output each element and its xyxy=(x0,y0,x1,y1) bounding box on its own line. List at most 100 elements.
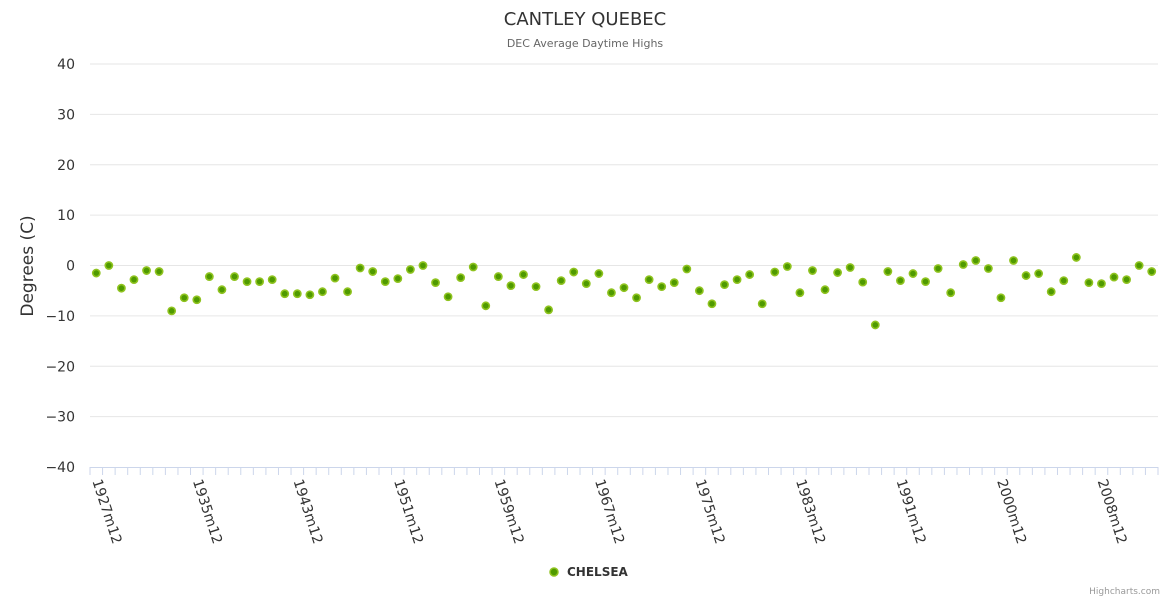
data-point xyxy=(167,306,177,316)
x-tick-label: 1935m12 xyxy=(189,477,225,546)
data-point xyxy=(921,277,930,287)
data-point xyxy=(1009,256,1018,265)
data-point xyxy=(594,269,604,278)
data-point xyxy=(782,262,792,271)
x-tick-label: 1951m12 xyxy=(390,477,426,546)
data-point xyxy=(858,277,868,287)
x-tick-label: 1991m12 xyxy=(893,477,929,546)
x-tick-label: 2008m12 xyxy=(1094,477,1130,546)
data-point xyxy=(519,270,528,279)
data-point xyxy=(770,267,780,277)
data-point xyxy=(267,275,277,285)
x-tick-label: 1943m12 xyxy=(290,477,326,546)
data-point xyxy=(820,285,830,295)
legend-label: CHELSEA xyxy=(567,565,629,579)
data-point xyxy=(91,268,101,278)
y-tick-label: −10 xyxy=(45,309,75,325)
data-point xyxy=(581,279,591,289)
data-point xyxy=(343,287,352,297)
credits-link[interactable]: Highcharts.com xyxy=(1089,587,1160,597)
data-point xyxy=(657,282,667,292)
data-point xyxy=(833,268,842,277)
data-point xyxy=(933,264,943,273)
data-point xyxy=(1034,269,1044,278)
data-point xyxy=(1097,279,1106,289)
y-tick-label: 30 xyxy=(57,107,75,123)
data-point xyxy=(129,275,139,285)
x-tick-label: 2000m12 xyxy=(993,477,1029,546)
data-point xyxy=(556,276,566,286)
chart-subtitle: DEC Average Daytime Highs xyxy=(507,37,664,50)
data-point xyxy=(808,266,817,275)
y-axis-title: Degrees (C) xyxy=(18,215,38,316)
data-point xyxy=(318,287,327,297)
data-point xyxy=(217,285,227,295)
data-point xyxy=(1021,271,1031,280)
data-point xyxy=(292,289,302,299)
data-point xyxy=(732,275,742,285)
data-point xyxy=(355,263,365,273)
data-point xyxy=(720,280,729,290)
data-point xyxy=(883,267,893,276)
data-point xyxy=(544,305,554,315)
data-point xyxy=(142,266,151,275)
data-point xyxy=(1059,276,1069,286)
data-point xyxy=(1046,287,1056,297)
data-point xyxy=(192,295,202,305)
data-point xyxy=(493,272,503,281)
data-point xyxy=(996,293,1006,303)
data-point xyxy=(1122,275,1131,285)
y-tick-label: −40 xyxy=(45,460,75,476)
data-point xyxy=(431,278,440,288)
x-tick-label: 1927m12 xyxy=(88,477,124,546)
data-point xyxy=(983,264,993,273)
data-point xyxy=(896,276,905,286)
data-point xyxy=(506,281,516,291)
data-point xyxy=(230,272,239,281)
y-tick-label: 0 xyxy=(66,259,75,275)
data-point xyxy=(117,283,126,293)
data-point xyxy=(757,299,767,309)
data-point xyxy=(619,283,629,293)
data-point xyxy=(607,288,616,298)
x-tick-label: 1983m12 xyxy=(792,477,828,546)
legend-item-chelsea[interactable]: CHELSEA xyxy=(549,565,629,579)
x-tick-label: 1967m12 xyxy=(591,477,627,546)
data-point xyxy=(1071,253,1081,262)
chart-title: CANTLEY QUEBEC xyxy=(504,9,666,30)
data-point xyxy=(795,288,805,298)
data-point xyxy=(242,277,252,287)
data-point xyxy=(154,267,164,276)
data-point xyxy=(380,277,390,287)
data-point xyxy=(443,292,453,302)
data-point xyxy=(330,273,340,283)
data-point xyxy=(632,293,641,303)
data-point xyxy=(669,278,679,288)
data-point xyxy=(644,275,654,285)
data-point xyxy=(946,288,956,298)
data-point xyxy=(971,256,981,265)
legend-marker xyxy=(549,567,559,577)
data-point xyxy=(569,267,579,277)
data-point xyxy=(255,277,265,287)
y-tick-label: 40 xyxy=(57,57,75,73)
y-tick-label: 20 xyxy=(57,158,75,174)
data-point xyxy=(179,293,189,303)
data-point xyxy=(1134,261,1144,270)
data-point xyxy=(745,270,755,279)
data-point xyxy=(305,290,315,300)
data-point xyxy=(1147,267,1157,276)
data-point xyxy=(845,263,855,272)
data-point xyxy=(104,261,114,270)
data-point xyxy=(481,301,491,311)
data-point xyxy=(1109,272,1119,282)
data-point xyxy=(694,286,704,296)
data-point xyxy=(468,262,478,272)
data-point xyxy=(531,282,541,292)
data-point xyxy=(368,267,378,276)
data-point xyxy=(204,272,214,281)
data-point xyxy=(456,273,466,282)
data-point xyxy=(418,261,428,270)
